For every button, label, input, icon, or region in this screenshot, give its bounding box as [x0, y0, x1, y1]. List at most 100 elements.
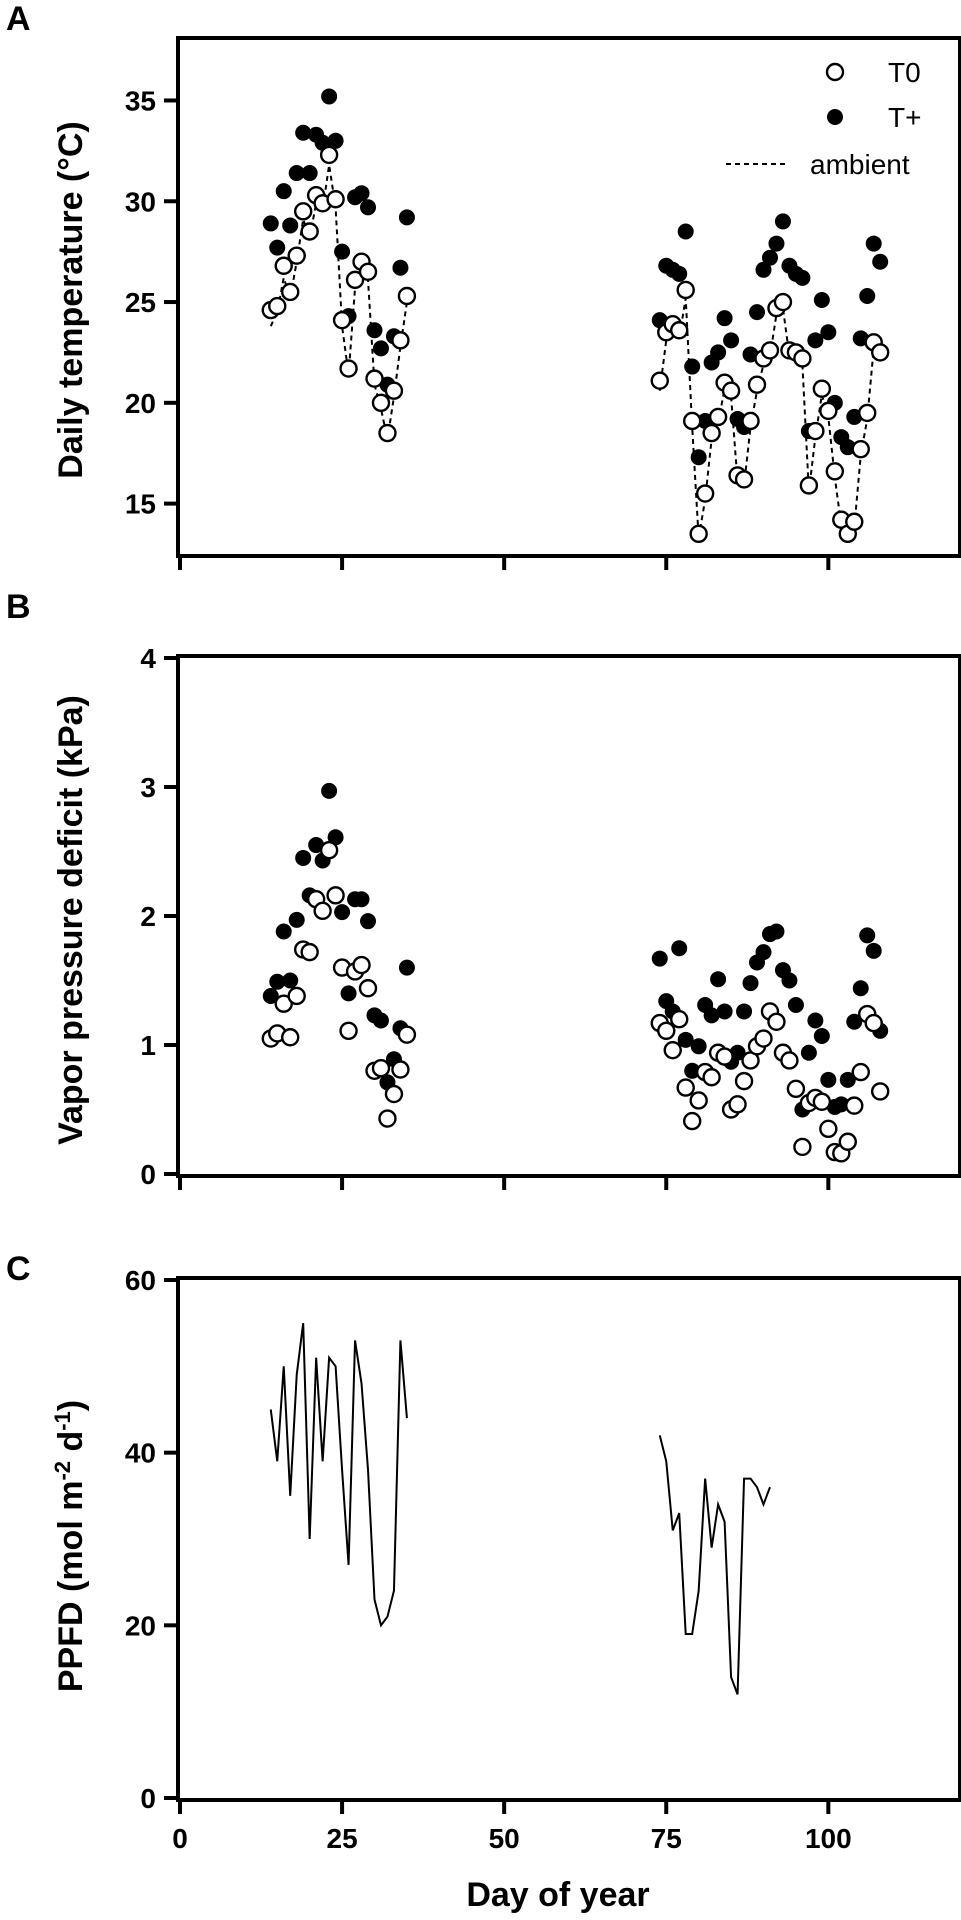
point-t0 — [371, 393, 391, 413]
point-t0 — [281, 282, 300, 302]
point-tplus — [787, 997, 804, 1014]
panel-a-ylabel: Daily temperature (°C) — [52, 121, 90, 478]
point-tplus — [852, 980, 869, 997]
point-tplus — [742, 975, 759, 992]
ppfd-line — [269, 1323, 408, 1628]
panel-c-ticks: 0 20 40 60 0 25 50 75 100 — [125, 1265, 852, 1854]
point-tplus — [295, 849, 312, 866]
legend-t0-label: T0 — [888, 57, 921, 88]
point-t0 — [708, 407, 728, 427]
point-tplus — [755, 261, 772, 278]
point-t0 — [274, 256, 293, 275]
point-t0 — [689, 524, 708, 544]
point-t0 — [300, 942, 319, 962]
point-tplus — [671, 265, 688, 282]
point-t0 — [300, 222, 319, 241]
point-t0 — [365, 369, 384, 388]
point-tplus — [651, 950, 668, 967]
point-t0 — [339, 1021, 358, 1041]
point-tplus — [820, 324, 837, 341]
point-tplus — [334, 904, 351, 921]
panel-c-ylabel-part: PPFD (mol m — [52, 1481, 90, 1693]
point-tplus — [327, 132, 344, 149]
point-t0 — [332, 310, 352, 330]
point-t0 — [845, 1096, 864, 1115]
point-t0 — [378, 423, 397, 443]
point-t0 — [734, 1071, 754, 1091]
y-tick-label: 25 — [125, 287, 156, 318]
point-tplus — [275, 923, 292, 940]
panel-b: B Vapor pressure deficit (kPa) 0 1 2 3 4 — [6, 588, 961, 1190]
legend-tplus-marker — [827, 109, 843, 125]
y-tick-label: 15 — [125, 489, 156, 520]
point-t0 — [871, 1082, 890, 1101]
y-tick-label: 4 — [140, 643, 156, 674]
point-t0 — [864, 1013, 883, 1033]
point-tplus — [755, 944, 772, 961]
y-tick-label: 20 — [125, 1610, 156, 1641]
y-tick-label: 30 — [125, 186, 156, 217]
point-tplus — [781, 972, 798, 989]
point-tplus — [372, 1012, 389, 1029]
point-tplus — [353, 185, 370, 202]
point-tplus — [761, 249, 778, 266]
point-tplus — [366, 322, 383, 339]
y-tick-label: 0 — [140, 1783, 156, 1814]
point-tplus — [716, 1003, 733, 1020]
point-t0 — [268, 296, 287, 316]
point-t0 — [287, 246, 306, 265]
point-t0 — [384, 381, 404, 400]
point-tplus — [340, 985, 357, 1002]
panel-letter-a: A — [6, 0, 31, 38]
point-t0 — [812, 379, 832, 398]
ppfd-line — [658, 1435, 771, 1695]
panel-b-ticks: 0 1 2 3 4 — [140, 643, 831, 1190]
point-tplus — [872, 253, 889, 270]
point-t0 — [819, 1119, 838, 1139]
point-t0 — [663, 1040, 682, 1060]
point-tplus — [865, 235, 882, 252]
panel-c-ylabel: PPFD (mol m-2 d-1) — [50, 1400, 90, 1692]
point-tplus — [360, 199, 377, 216]
point-t0 — [793, 349, 812, 368]
point-t0 — [391, 331, 410, 350]
x-tick-label: 100 — [805, 1823, 852, 1854]
panel-a-frame — [176, 36, 961, 558]
point-t0 — [741, 411, 760, 431]
point-t0 — [786, 1079, 806, 1099]
point-t0 — [721, 381, 741, 400]
point-t0 — [326, 190, 345, 209]
point-tplus — [671, 940, 688, 957]
point-tplus — [262, 215, 279, 232]
x-tick-label: 50 — [489, 1823, 520, 1854]
point-t0 — [670, 321, 689, 340]
point-t0 — [287, 986, 306, 1006]
point-t0 — [670, 1010, 689, 1029]
point-tplus — [677, 223, 694, 240]
point-tplus — [768, 923, 785, 940]
point-tplus — [859, 927, 876, 944]
point-tplus — [321, 88, 338, 105]
point-tplus — [813, 292, 830, 309]
point-tplus — [710, 344, 727, 361]
point-t0 — [397, 286, 417, 306]
point-t0 — [767, 1012, 786, 1031]
point-tplus — [833, 1096, 850, 1113]
point-tplus — [269, 973, 286, 990]
point-t0 — [851, 1062, 870, 1082]
point-tplus — [262, 987, 279, 1004]
point-tplus — [372, 340, 389, 357]
panel-c-frame — [176, 1276, 961, 1802]
y-tick-label: 40 — [125, 1438, 156, 1469]
panel-b-marks — [261, 782, 890, 1163]
point-t0 — [871, 343, 890, 362]
point-tplus — [774, 213, 791, 230]
point-t0 — [313, 901, 332, 921]
point-tplus — [334, 243, 351, 260]
point-t0 — [754, 1029, 773, 1048]
point-t0 — [371, 1059, 391, 1078]
panel-c-marks — [269, 1323, 771, 1695]
point-tplus — [269, 239, 286, 256]
point-t0 — [339, 359, 358, 378]
point-t0 — [352, 955, 371, 975]
